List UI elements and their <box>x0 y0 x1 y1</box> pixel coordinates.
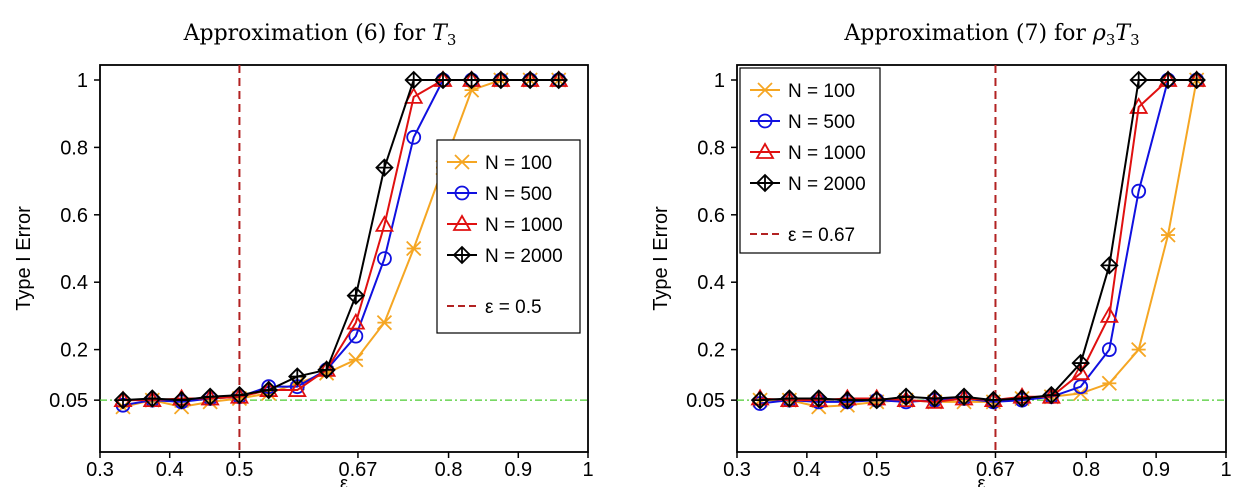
legend-entry: N = 1000 <box>788 143 866 164</box>
x-tick-label: 1 <box>582 459 593 481</box>
y-tick-label: 0.6 <box>60 205 88 227</box>
series-line <box>122 79 559 402</box>
y-tick-label: 0.4 <box>697 272 725 294</box>
legend-entry: N = 1000 <box>485 215 563 236</box>
series-4 <box>113 70 568 410</box>
legend-entry: ε = 0.67 <box>788 225 855 246</box>
y-tick-label: 0.05 <box>686 390 725 412</box>
data-point <box>1131 183 1147 199</box>
chart-title: Approximation (6) for T3 <box>183 21 457 49</box>
legend-entry: N = 2000 <box>788 174 866 195</box>
data-point <box>1101 342 1117 358</box>
legend-marker <box>454 185 470 201</box>
data-point <box>374 215 394 232</box>
legend-entry: N = 100 <box>788 81 855 102</box>
x-tick-label: 0.3 <box>723 459 751 481</box>
x-tick-label: 0.67 <box>338 459 377 481</box>
data-point <box>896 390 916 408</box>
y-tick-label: 1 <box>77 70 88 92</box>
legend-box <box>739 67 881 254</box>
legend-entry: ε = 0.5 <box>485 297 542 318</box>
series-line <box>759 79 1197 402</box>
chart-title: Approximation (7) for ρ3T3 <box>843 21 1139 49</box>
chart-panel-1: Approximation (6) for T3 0.3 0.4 0.5 0.67 0.8… <box>13 21 594 487</box>
data-point <box>348 328 364 344</box>
y-tick-label: 0.8 <box>697 137 725 159</box>
legend-entry: N = 500 <box>485 184 552 205</box>
x-tick-label: 0.4 <box>793 459 821 481</box>
data-point <box>1073 379 1089 395</box>
data-point <box>925 392 945 409</box>
data-point <box>404 87 424 104</box>
y-tick-label: 0.8 <box>60 137 88 159</box>
data-point <box>1071 363 1091 381</box>
data-point <box>406 129 422 145</box>
y-tick-label: 0.6 <box>697 205 725 227</box>
x-axis-label: ε <box>340 473 348 487</box>
x-tick-label: 1 <box>1220 459 1231 481</box>
data-point <box>287 380 307 397</box>
x-tick-label: 0.5 <box>226 459 254 481</box>
legend-marker <box>757 113 773 129</box>
plot-frame <box>99 64 589 453</box>
x-tick-label: 0.8 <box>435 459 463 481</box>
series-4 <box>750 70 1206 410</box>
legend-entry: N = 500 <box>788 112 855 133</box>
series-line <box>760 79 1198 408</box>
y-tick-label: 0.2 <box>60 340 88 362</box>
legend-box <box>436 139 581 334</box>
x-tick-label: 0.4 <box>156 459 184 481</box>
y-axis-label: Type I Error <box>650 206 672 311</box>
x-tick-label: 0.9 <box>504 459 532 481</box>
data-point <box>377 251 392 267</box>
data-point <box>346 312 366 330</box>
x-tick-label: 0.3 <box>86 459 114 481</box>
data-point <box>1099 306 1119 323</box>
legend-marker <box>755 142 775 159</box>
legend-entry: N = 2000 <box>485 246 563 267</box>
x-tick-label: 0.9 <box>1142 459 1170 481</box>
plot-frame <box>736 64 1227 453</box>
x-tick-label: 0.8 <box>1072 459 1100 481</box>
x-tick-label: 0.5 <box>863 459 891 481</box>
x-tick-label: 0.67 <box>976 459 1015 481</box>
y-tick-label: 0.05 <box>49 390 88 412</box>
x-axis-label: ε <box>977 473 985 487</box>
legend-entry: N = 100 <box>485 153 552 174</box>
y-tick-label: 1 <box>714 70 725 92</box>
y-tick-label: 0.2 <box>697 340 725 362</box>
legend: N = 100 N = 500 N = 1000 N = 2000 ε = 0.67 <box>739 67 881 254</box>
y-axis-label: Type I Error <box>13 206 35 311</box>
y-tick-label: 0.4 <box>60 272 88 294</box>
chart-panel-2: Approximation (7) for ρ3T3 0.3 0.4 0.5 0.67 0… <box>650 21 1232 487</box>
legend: N = 100 N = 500 N = 1000 N = 2000 ε = 0.5 <box>436 139 581 334</box>
legend-marker <box>452 214 472 231</box>
series-line <box>122 79 559 408</box>
